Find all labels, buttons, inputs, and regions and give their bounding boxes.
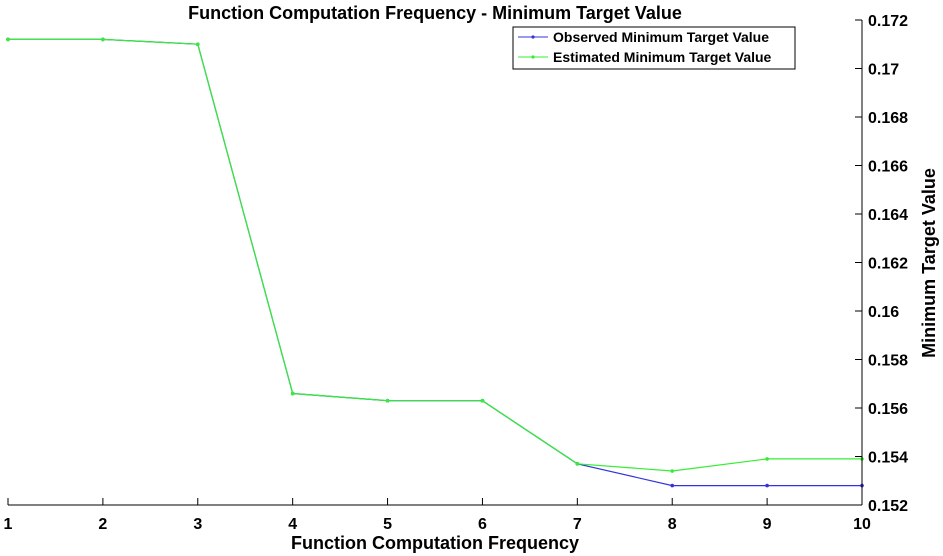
y-tick-label: 0.158 bbox=[868, 353, 908, 370]
y-tick-label: 0.16 bbox=[868, 304, 899, 321]
x-axis-label: Function Computation Frequency bbox=[291, 533, 579, 553]
legend-label-observed: Observed Minimum Target Value bbox=[553, 29, 769, 45]
data-point-1 bbox=[101, 37, 105, 42]
legend: Observed Minimum Target Value Estimated … bbox=[512, 26, 796, 70]
y-tick-label: 0.17 bbox=[868, 62, 899, 79]
x-axis-ticks: 1 2 3 4 5 6 7 8 9 10 bbox=[4, 498, 871, 533]
x-tick-label: 3 bbox=[193, 516, 202, 533]
series-line-0 bbox=[8, 38, 862, 487]
x-tick-label: 8 bbox=[668, 516, 677, 533]
data-point-1 bbox=[765, 457, 769, 461]
x-tick-label: 5 bbox=[383, 516, 392, 533]
y-tick-label: 0.164 bbox=[868, 207, 908, 224]
data-point-1 bbox=[575, 461, 580, 466]
x-tick-label: 6 bbox=[478, 516, 487, 533]
x-tick-label: 9 bbox=[763, 516, 772, 533]
legend-box bbox=[512, 26, 796, 70]
plot-area bbox=[6, 37, 864, 488]
y-tick-label: 0.168 bbox=[868, 110, 908, 127]
series-line-1 bbox=[8, 38, 862, 472]
y-tick-label: 0.156 bbox=[868, 401, 908, 418]
data-point-1 bbox=[6, 37, 10, 42]
data-point-1 bbox=[670, 469, 675, 473]
x-tick-label: 1 bbox=[4, 516, 13, 533]
y-tick-label: 0.172 bbox=[868, 13, 908, 30]
y-tick-label: 0.152 bbox=[868, 498, 908, 515]
data-point-0 bbox=[670, 483, 675, 488]
data-point-1 bbox=[480, 398, 485, 403]
data-point-1 bbox=[195, 42, 200, 47]
data-point-1 bbox=[290, 391, 295, 396]
legend-label-estimated: Estimated Minimum Target Value bbox=[553, 49, 772, 65]
y-axis-ticks: 0.152 0.154 0.156 0.158 0.16 0.162 0.164 0.166 0… bbox=[855, 13, 908, 515]
x-tick-label: 10 bbox=[853, 516, 871, 533]
chart-title: Function Computation Frequency - Minimum… bbox=[188, 3, 682, 23]
x-tick-label: 7 bbox=[573, 516, 582, 533]
data-point-1 bbox=[385, 398, 390, 403]
y-tick-label: 0.162 bbox=[868, 256, 908, 273]
x-tick-label: 4 bbox=[288, 516, 297, 533]
x-tick-label: 2 bbox=[98, 516, 107, 533]
y-tick-label: 0.154 bbox=[868, 450, 908, 467]
y-tick-label: 0.166 bbox=[868, 159, 908, 176]
y-axis-label: Minimum Target Value bbox=[919, 168, 939, 358]
data-point-0 bbox=[765, 483, 769, 488]
legend-marker-estimated bbox=[531, 55, 535, 59]
legend-marker-observed bbox=[531, 35, 535, 39]
